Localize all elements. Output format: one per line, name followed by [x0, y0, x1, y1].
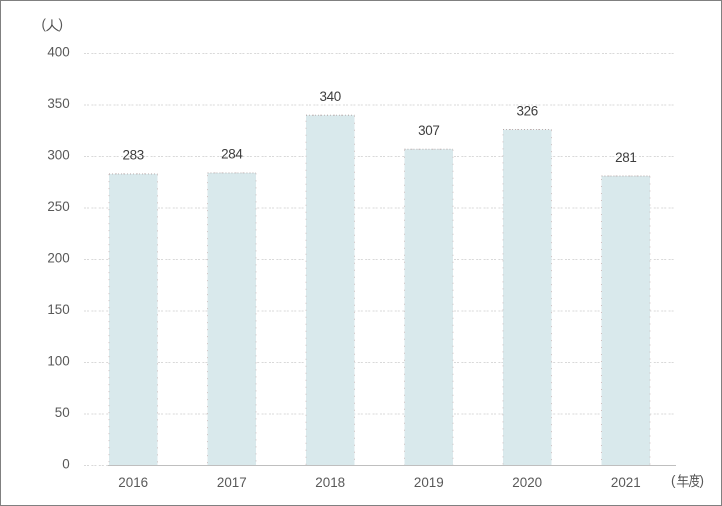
svg-text:2021: 2021 — [611, 475, 641, 490]
svg-text:(: ( — [42, 16, 47, 31]
svg-text:0: 0 — [62, 457, 69, 472]
svg-text:307: 307 — [418, 123, 439, 138]
svg-text:326: 326 — [516, 103, 537, 118]
svg-text:2017: 2017 — [217, 475, 247, 490]
svg-text:2020: 2020 — [512, 475, 542, 490]
svg-text:283: 283 — [122, 148, 143, 163]
svg-text:400: 400 — [47, 45, 69, 60]
svg-text:): ) — [700, 473, 704, 488]
svg-text:50: 50 — [55, 405, 70, 420]
svg-text:284: 284 — [221, 147, 243, 162]
svg-text:2016: 2016 — [118, 475, 148, 490]
svg-text:281: 281 — [615, 150, 636, 165]
svg-text:): ) — [59, 16, 63, 31]
svg-text:2019: 2019 — [414, 475, 444, 490]
svg-text:150: 150 — [47, 302, 69, 317]
svg-text:2018: 2018 — [315, 475, 345, 490]
svg-text:340: 340 — [319, 89, 340, 104]
svg-text:200: 200 — [47, 251, 69, 266]
svg-text:(: ( — [671, 473, 676, 488]
svg-text:300: 300 — [47, 148, 69, 163]
svg-text:250: 250 — [47, 199, 69, 214]
svg-text:100: 100 — [47, 354, 69, 369]
svg-text:350: 350 — [47, 96, 69, 111]
